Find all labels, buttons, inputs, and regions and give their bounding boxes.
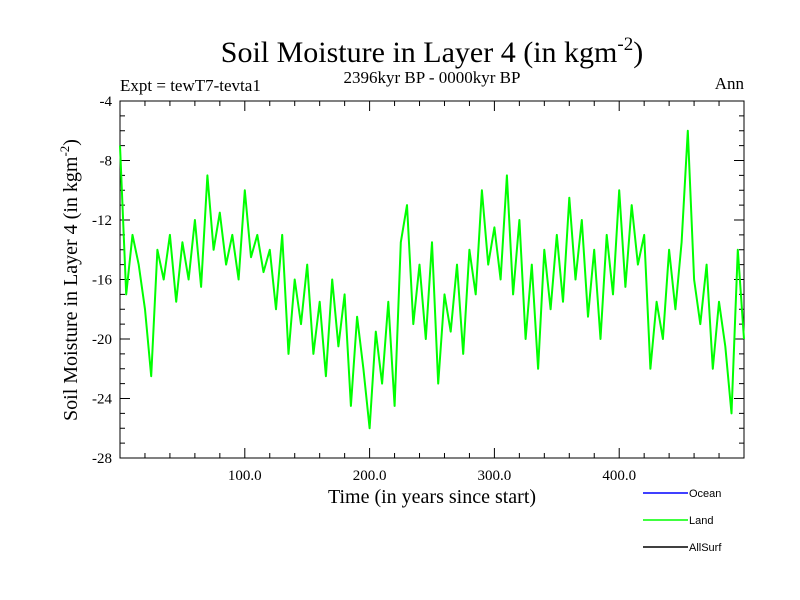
legend: Ocean Land AllSurf [643,488,722,554]
legend-label-ocean: Ocean [689,488,721,500]
y-axis-label-superscript: -2 [57,146,72,157]
y-tick-label: -24 [92,392,112,408]
y-tick-label: -8 [100,154,113,170]
chart-subtitle: 2396kyr BP - 0000kyr BP [344,68,521,87]
x-axis-ticks [144,101,720,458]
chart-title-text: Soil Moisture in Layer 4 (in kgm [221,36,618,69]
y-tick-label: -12 [92,213,112,229]
plot-frame [119,100,745,459]
x-axis-tick-labels: 100.0 200.0 300.0 400.0 [228,468,636,484]
experiment-label: Expt = tewT7-tevta1 [120,76,261,95]
series-line-land [119,129,745,430]
chart-title-close: ) [633,36,643,69]
x-tick-label: 300.0 [478,468,512,484]
y-axis-tick-labels: -4 -8 -12 -16 -20 -24 -28 [92,94,112,467]
y-axis-ticks [120,115,744,444]
season-label: Ann [715,74,745,93]
legend-label-land: Land [689,515,713,527]
x-tick-label: 100.0 [228,468,262,484]
x-axis-label: Time (in years since start) [328,486,536,508]
y-axis-label-text: Soil Moisture in Layer 4 (in kgm [60,156,82,421]
y-tick-label: -16 [92,273,112,289]
x-tick-label: 400.0 [602,468,636,484]
y-tick-label: -4 [100,94,113,110]
chart-title-superscript: -2 [617,34,633,55]
chart-title: Soil Moisture in Layer 4 (in kgm-2) [221,34,643,69]
y-tick-label: -20 [92,332,112,348]
y-axis-label-close: ) [60,139,82,146]
legend-label-allsurf: AllSurf [689,542,722,554]
y-tick-label: -28 [92,451,112,467]
y-axis-label: Soil Moisture in Layer 4 (in kgm-2) [57,139,82,421]
x-tick-label: 200.0 [353,468,387,484]
